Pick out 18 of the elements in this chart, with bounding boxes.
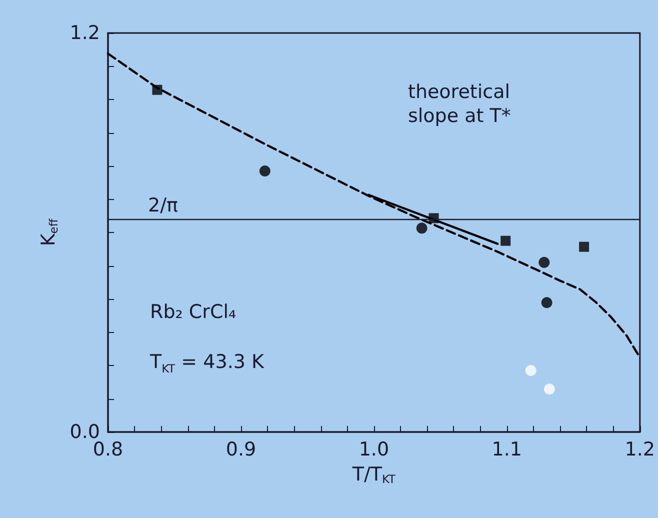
point — [500, 236, 511, 246]
point — [538, 256, 550, 268]
point — [416, 222, 428, 234]
annotation: theoretical slope at T* — [408, 81, 511, 127]
ref-line-label: 2/π — [148, 194, 178, 217]
x-tick-label: 1.2 — [624, 438, 655, 460]
point — [259, 165, 270, 176]
x-tick-label: 1.1 — [492, 438, 522, 460]
point — [579, 242, 590, 252]
x-tick-label: 1.0 — [358, 438, 390, 460]
point — [525, 364, 536, 376]
point — [428, 213, 439, 224]
annotation: Rb₂ CrCl₄ — [150, 301, 237, 323]
y-axis-title: Keff — [38, 218, 60, 246]
point — [541, 297, 552, 308]
point — [152, 84, 162, 95]
point — [544, 384, 555, 395]
x-tick-label: 0.9 — [226, 438, 256, 460]
